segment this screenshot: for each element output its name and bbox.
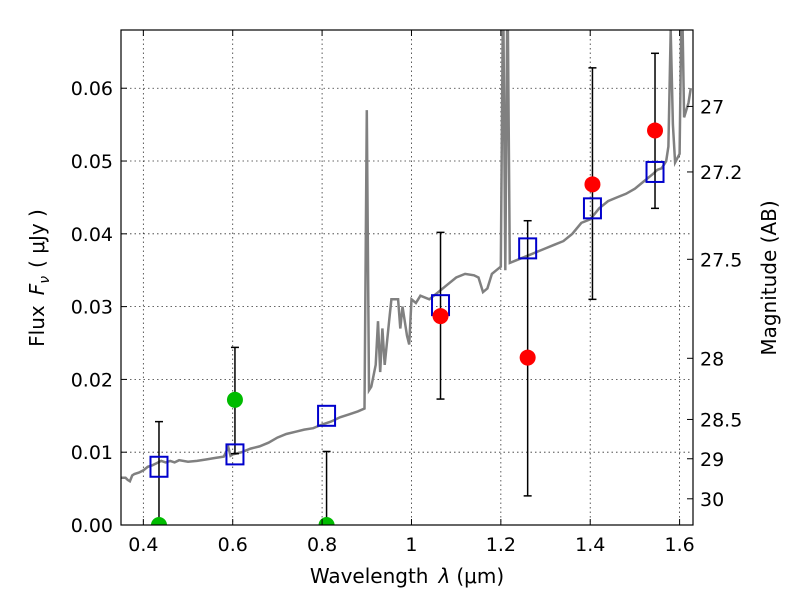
y2-axis-title: Magnitude (AB) (757, 200, 781, 355)
gridlines (121, 30, 693, 526)
magnitude-tick-label: 28 (700, 348, 724, 370)
model-photometry-square (645, 160, 665, 183)
model-spectrum-line (121, 30, 693, 484)
x-tick-label: 0.8 (307, 534, 337, 556)
model-photometry-points (149, 160, 665, 478)
x-tick-label: 0.4 (128, 534, 158, 556)
x-tick-label: 1.6 (664, 534, 694, 556)
y-tick-label: 0.01 (71, 442, 113, 464)
detection-point (584, 176, 601, 193)
model-photometry-square (317, 404, 337, 427)
y-tick-labels: 0.00 0.01 0.02 0.03 0.04 0.05 0.06 (71, 78, 113, 537)
x-tick-labels: 0.4 0.6 0.8 1 1.2 1.4 1.6 (128, 534, 694, 556)
model-photometry-square (149, 455, 169, 478)
axis-ticks (121, 30, 693, 526)
magnitude-tick-label: 27.2 (700, 162, 742, 184)
magnitude-tick-label: 29 (700, 449, 724, 471)
x-tick-label: 0.6 (218, 534, 248, 556)
magnitude-tick-label: 27.5 (700, 249, 742, 271)
model-photometry-square (582, 197, 602, 220)
plot-area (121, 30, 693, 525)
x-tick-label: 1.2 (486, 534, 516, 556)
magnitude-tick-label: 30 (700, 489, 724, 511)
x-tick-label: 1 (405, 534, 417, 556)
detection-point (647, 122, 664, 139)
upper-limit-point (150, 517, 167, 525)
model-photometry-square (518, 237, 538, 260)
y-axis-title: FluxFν( μJy ) (25, 209, 53, 347)
y-tick-label: 0.02 (71, 369, 113, 391)
y-tick-label: 0.03 (71, 297, 113, 319)
y-tick-label: 0.06 (71, 78, 113, 100)
magnitude-tick-label: 27 (700, 96, 724, 118)
detection-point (519, 349, 536, 366)
upper-limit-point (226, 391, 243, 408)
x-tick-label: 1.4 (575, 534, 605, 556)
y-tick-label: 0.05 (71, 151, 113, 173)
y-tick-label: 0.04 (71, 224, 113, 246)
model-photometry-square (225, 443, 245, 466)
x-axis-title: Wavelength λ (μm) (310, 564, 504, 588)
magnitude-tick-label: 28.5 (700, 409, 742, 431)
magnitude-tick-labels: 27 27.2 27.5 28 28.5 29 30 (700, 96, 742, 510)
y-tick-label: 0.00 (71, 515, 113, 537)
observed-photometry-points (150, 122, 664, 525)
plot-frame (120, 29, 694, 526)
detection-point (432, 308, 449, 325)
